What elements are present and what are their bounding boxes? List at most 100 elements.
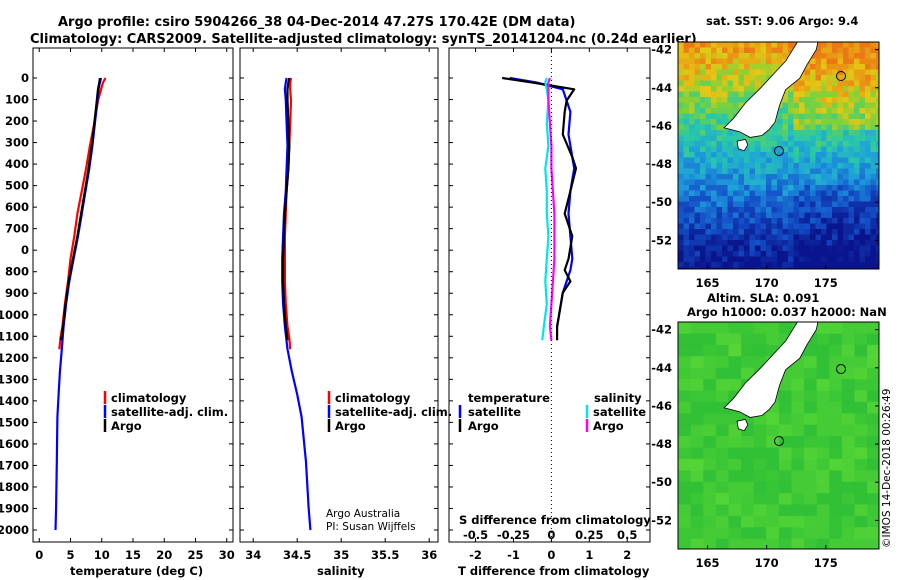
sst-cell: [876, 212, 879, 219]
sst-cell: [804, 196, 811, 202]
x-tick-label: -1: [507, 548, 520, 562]
sst-cell: [826, 69, 833, 76]
sst-cell: [711, 86, 717, 92]
sla-cell: [741, 470, 754, 483]
sst-cell: [711, 130, 717, 136]
sst-cell: [788, 124, 794, 131]
sla-cell: [867, 367, 879, 380]
sst-cell: [777, 223, 783, 230]
sla-cell: [766, 527, 780, 540]
sst-cell: [738, 223, 745, 230]
sst-cell: [815, 251, 822, 257]
sst-cell: [837, 240, 844, 246]
sst-cell: [793, 245, 800, 252]
sst-cell: [683, 91, 690, 98]
sst-cell: [788, 102, 794, 109]
sst-cell: [738, 97, 745, 103]
sst-cell: [793, 124, 800, 131]
sst-cell: [799, 108, 805, 114]
sst-cell: [705, 86, 712, 92]
sla-cell: [841, 333, 855, 346]
sst-cell: [777, 256, 783, 263]
sst-cell: [727, 157, 734, 164]
sst-cell: [705, 157, 712, 164]
depth-tick-label: 1600: [0, 437, 29, 451]
sst-cell: [760, 245, 767, 252]
sst-cell: [788, 47, 794, 54]
sst-cell: [837, 102, 844, 109]
sst-map-frame: [677, 41, 880, 270]
sla-cell: [829, 458, 843, 471]
sst-cell: [837, 141, 844, 147]
sst-cell: [854, 196, 860, 202]
sst-cell: [788, 168, 794, 175]
sla-cell: [703, 390, 717, 403]
sst-cell: [683, 86, 690, 92]
sst-cell: [799, 80, 805, 87]
sst-cell: [799, 262, 805, 268]
sst-cell: [854, 108, 860, 114]
sst-cell: [722, 234, 728, 241]
sla-cell: [867, 401, 879, 414]
sst-cell: [711, 119, 717, 125]
sst-cell: [876, 185, 879, 191]
sst-cell: [727, 102, 734, 109]
sst-cell: [870, 185, 877, 191]
sst-cell: [870, 212, 877, 219]
sst-cell: [744, 245, 750, 252]
sst-cell: [815, 267, 822, 269]
sst-cell: [738, 262, 745, 268]
lat-tick-label: -44: [651, 81, 672, 95]
sla-cell: [728, 344, 742, 357]
sst-cell: [689, 152, 695, 158]
x-tick-label: 25: [187, 548, 203, 562]
sst-cell: [700, 251, 706, 257]
sla-cell: [867, 413, 879, 426]
sst-cell: [826, 53, 833, 59]
sst-cell: [727, 223, 734, 230]
sst-cell: [716, 113, 723, 120]
sst-cell: [733, 229, 739, 235]
sla-cell: [804, 401, 817, 414]
sst-cell: [854, 157, 860, 164]
sst-cell: [716, 168, 723, 175]
sst-cell: [788, 245, 794, 252]
sst-cell: [738, 229, 745, 235]
sst-cell: [777, 58, 783, 65]
sla-cell: [804, 470, 817, 483]
sla-cell: [741, 447, 754, 460]
sst-cell: [760, 53, 767, 59]
sst-cell: [716, 234, 723, 241]
sst-cell: [711, 152, 717, 158]
sst-cell: [843, 267, 849, 269]
sst-cell: [683, 141, 690, 147]
sla-cell: [766, 458, 780, 471]
sst-cell: [705, 185, 712, 191]
sst-cell: [804, 207, 811, 213]
sst-cell: [799, 267, 805, 269]
sla-cell: [690, 424, 704, 437]
sst-cell: [832, 146, 838, 153]
sst-cell: [694, 86, 701, 92]
sst-cell: [678, 240, 684, 246]
sst-cell: [771, 135, 778, 142]
sst-cell: [755, 174, 761, 180]
sst-cell: [771, 179, 778, 186]
sst-cell: [843, 168, 849, 175]
sst-cell: [705, 113, 712, 120]
sst-cell: [711, 229, 717, 235]
sst-cell: [689, 102, 695, 109]
sst-cell: [782, 146, 789, 153]
sst-cell: [705, 251, 712, 257]
sst-cell: [738, 251, 745, 257]
sst-cell: [694, 58, 701, 65]
sla-cell: [741, 333, 754, 346]
sst-cell: [854, 163, 860, 169]
sst-cell: [749, 201, 756, 208]
sst-cell: [837, 58, 844, 65]
sst-cell: [870, 267, 877, 269]
sst-cell: [749, 152, 756, 158]
sst-cell: [678, 174, 684, 180]
sst-cell: [859, 168, 866, 175]
